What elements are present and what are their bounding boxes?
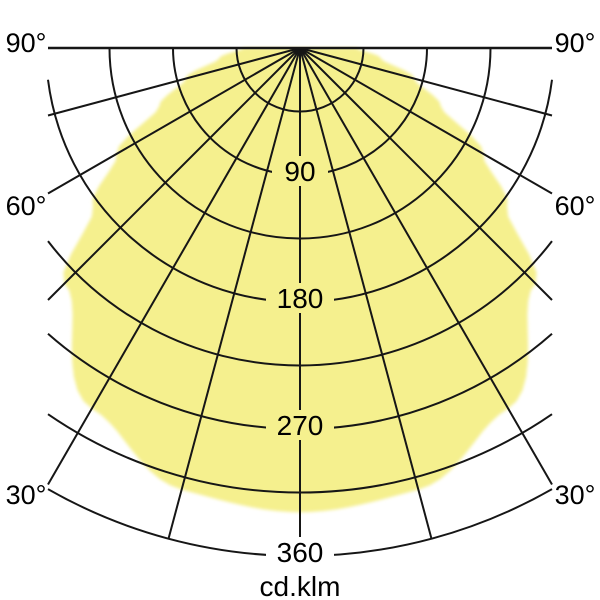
- angle-tick-label-left: 90°: [6, 28, 47, 58]
- radial-label-mask: [272, 156, 328, 186]
- grid-ray: [299, 47, 433, 539]
- grid-ray: [47, 47, 301, 117]
- grid-ray: [299, 47, 553, 195]
- angle-tick-label-right: 60°: [555, 191, 596, 221]
- grid-ray: [299, 47, 553, 117]
- chart-labels: 90 180 270 360 90° 90° 60° 60° 30° 30° cd.klm: [6, 28, 596, 600]
- angle-tick-label-right: 90°: [555, 28, 596, 58]
- axis-unit-label: cd.klm: [260, 571, 341, 600]
- grid-ray: [47, 47, 301, 485]
- angle-tick-label-right: 30°: [555, 480, 596, 510]
- grid-ray: [47, 47, 301, 301]
- grid-ray: [47, 47, 301, 195]
- angle-tick-label-left: 60°: [6, 191, 47, 221]
- grid-ray: [299, 47, 553, 485]
- radial-label-mask: [266, 283, 334, 313]
- radial-tick-label: 360: [277, 537, 324, 568]
- radial-label-mask: [266, 410, 334, 440]
- radial-tick-label: 180: [277, 283, 324, 314]
- radial-label-mask: [266, 537, 334, 567]
- grid-ray: [299, 47, 553, 301]
- radial-tick-label: 90: [284, 156, 315, 187]
- grid-ray: [167, 47, 301, 539]
- angle-tick-label-left: 30°: [6, 480, 47, 510]
- radial-tick-label: 270: [277, 410, 324, 441]
